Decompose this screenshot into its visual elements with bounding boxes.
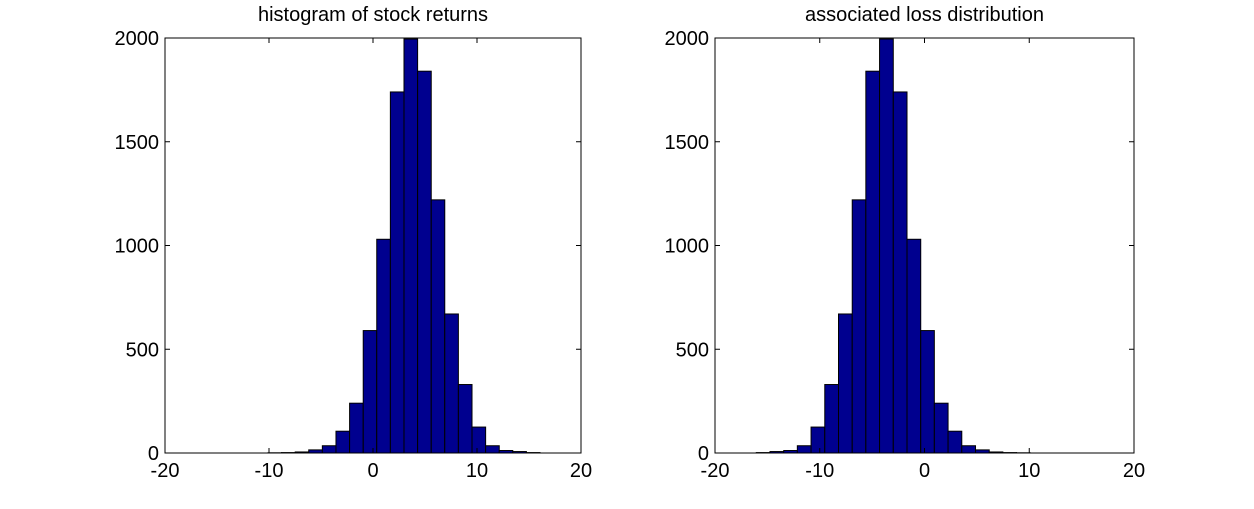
bar bbox=[430, 199, 446, 454]
bar bbox=[389, 91, 405, 454]
bar bbox=[920, 330, 935, 454]
bar bbox=[376, 238, 391, 454]
x-tick-label: 10 bbox=[466, 460, 488, 482]
y-tick-label: 2000 bbox=[115, 28, 160, 50]
y-tick-label: 1000 bbox=[665, 236, 710, 258]
bar bbox=[961, 445, 977, 454]
bar bbox=[851, 199, 867, 454]
bar bbox=[879, 38, 894, 454]
x-tick-label: 10 bbox=[1018, 460, 1040, 482]
y-tick-label: 1000 bbox=[115, 236, 160, 258]
x-tick-label: -20 bbox=[151, 460, 180, 482]
bar bbox=[906, 238, 922, 454]
x-tick-label: 20 bbox=[570, 460, 592, 482]
x-tick-label: -10 bbox=[255, 460, 284, 482]
bar bbox=[824, 384, 840, 454]
bar bbox=[321, 445, 337, 454]
y-tick-label: 0 bbox=[698, 443, 709, 465]
x-tick-label: 20 bbox=[1123, 460, 1145, 482]
bar bbox=[796, 445, 812, 454]
chart-title: associated loss distribution bbox=[805, 4, 1044, 26]
bar bbox=[947, 430, 963, 454]
x-tick-label: -10 bbox=[805, 460, 834, 482]
bar bbox=[335, 430, 351, 454]
bar bbox=[933, 402, 949, 454]
x-tick-label: -20 bbox=[701, 460, 730, 482]
bar bbox=[810, 426, 826, 454]
bar bbox=[349, 402, 364, 454]
y-tick-label: 500 bbox=[676, 339, 709, 361]
bar bbox=[471, 426, 487, 454]
bar bbox=[417, 70, 432, 454]
y-tick-label: 2000 bbox=[665, 28, 710, 50]
bar bbox=[457, 384, 473, 454]
bar bbox=[403, 38, 419, 454]
bar bbox=[362, 330, 378, 454]
bar bbox=[865, 70, 881, 454]
bar bbox=[892, 91, 908, 454]
x-tick-label: 0 bbox=[919, 460, 930, 482]
y-tick-label: 500 bbox=[126, 339, 159, 361]
bar bbox=[485, 445, 500, 454]
y-tick-label: 0 bbox=[148, 443, 159, 465]
y-tick-label: 1500 bbox=[115, 132, 160, 154]
x-tick-label: 0 bbox=[367, 460, 378, 482]
bar bbox=[444, 313, 459, 454]
bar bbox=[838, 313, 853, 454]
chart-title: histogram of stock returns bbox=[258, 4, 488, 26]
y-tick-label: 1500 bbox=[665, 132, 710, 154]
